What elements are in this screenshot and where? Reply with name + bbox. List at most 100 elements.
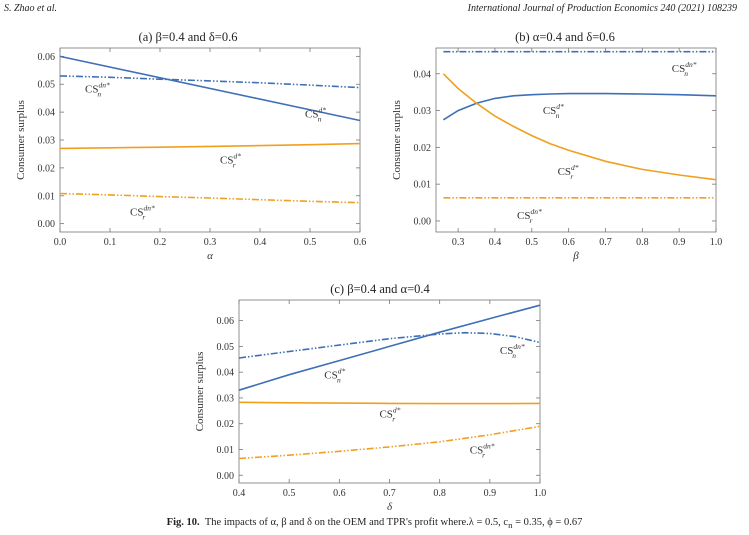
- chart-a-series-3-label-sub: r: [142, 212, 145, 221]
- chart-b-series-3-label-main: CS: [517, 210, 530, 222]
- chart-a-title: (a) β=0.4 and δ=0.6: [138, 30, 238, 44]
- chart-b-xtick-label: 0.9: [673, 237, 686, 248]
- chart-c-ytick-label: 0.06: [217, 316, 235, 327]
- chart-c-xtick-label: 0.4: [233, 488, 246, 499]
- chart-b-ytick-label: 0.02: [414, 143, 432, 154]
- chart-a-ytick-label: 0.04: [38, 108, 56, 119]
- chart-a-xtick-label: 0.0: [54, 237, 67, 248]
- chart-a-series-2-label: CSd* r: [220, 152, 241, 170]
- chart-c-series-1-label: CSdn* n: [500, 342, 525, 360]
- chart-b-series-3-label: CSdn* r: [517, 207, 542, 225]
- chart-b-series-3-label-sub: r: [529, 216, 532, 225]
- chart-a-series-2-line: [59, 142, 361, 150]
- chart-c-ytick-label: 0.01: [217, 445, 235, 456]
- chart-c-series-2-label: CSd* r: [379, 405, 400, 423]
- chart-a-series-3-label: CSdn* r: [130, 203, 155, 221]
- chart-c-series-0-label: CSd* n: [324, 367, 345, 385]
- chart-c-series-0-label-main: CS: [324, 370, 337, 382]
- chart-a-series-0-label: CSd* n: [305, 106, 326, 124]
- chart-a-series-0-line: [59, 55, 361, 122]
- chart-b-series-0-label-main: CS: [543, 105, 556, 117]
- chart-c-series-2-label-main: CS: [379, 408, 392, 420]
- chart-a-y-axis-label: Consumer surplus: [15, 100, 27, 180]
- chart-c-title: (c) β=0.4 and α=0.4: [330, 282, 430, 296]
- chart-c-ytick-label: 0.00: [217, 471, 235, 482]
- chart-b-series-2-label-main: CS: [558, 166, 571, 178]
- chart-c-xtick-label: 0.6: [333, 488, 346, 499]
- chart-a-series-3-line: [59, 192, 361, 204]
- chart-b-series-2-label: CSd* r: [558, 163, 579, 181]
- chart-b-xtick-label: 0.3: [452, 237, 465, 248]
- chart-c-series-3-label-sup: dn*: [483, 441, 495, 450]
- running-header-journal: International Journal of Production Econ…: [467, 3, 737, 14]
- chart-b-y-axis-label: Consumer surplus: [391, 100, 403, 180]
- chart-b-series-3-label-sup: dn*: [531, 207, 543, 216]
- chart-c-series-3-line: [238, 425, 541, 460]
- chart-c-xtick-label: 0.5: [283, 488, 296, 499]
- caption-text-tail: = 0.35, ϕ = 0.67: [512, 517, 583, 528]
- chart-a-xtick-label: 0.3: [204, 237, 217, 248]
- chart-c-ytick-label: 0.02: [217, 419, 235, 430]
- chart-b-ytick-label: 0.00: [414, 216, 432, 227]
- chart-b-series-1-label-sub: n: [684, 69, 688, 78]
- chart-a-series-0-label-main: CS: [305, 109, 318, 121]
- chart-c-series-1-label-sup: dn*: [513, 342, 525, 351]
- chart-a-xtick-label: 0.5: [304, 237, 317, 248]
- chart-a-xtick-label: 0.6: [354, 237, 367, 248]
- running-header-authors: S. Zhao et al.: [4, 3, 58, 14]
- chart-b-frame: [435, 47, 717, 233]
- chart-c-xtick-label: 0.9: [484, 488, 497, 499]
- chart-b-series-1-label-sup: dn*: [685, 60, 697, 69]
- chart-b-xtick-label: 0.8: [636, 237, 649, 248]
- chart-b-series-0-label-sub: n: [556, 111, 560, 120]
- chart-a-x-axis-label: α: [207, 250, 213, 262]
- chart-a-series-0-label-sub: n: [318, 115, 322, 124]
- chart-c-series-3-label: CSdn* r: [470, 441, 495, 459]
- chart-c-ytick-label: 0.03: [217, 393, 235, 404]
- chart-b-xtick-label: 1.0: [710, 237, 723, 248]
- chart-c-ytick-label: 0.05: [217, 342, 235, 353]
- chart-a-ytick-label: 0.01: [38, 191, 56, 202]
- chart-c-series-2-line: [238, 401, 541, 405]
- chart-a-ytick-label: 0.00: [38, 219, 56, 230]
- chart-a-ytick-label: 0.02: [38, 163, 56, 174]
- chart-a-series-1-line: [59, 75, 361, 89]
- chart-b-series-2-label-sup: d*: [571, 163, 579, 172]
- chart-a-xtick-label: 0.4: [254, 237, 267, 248]
- chart-b-series-0-line: [442, 92, 717, 121]
- chart-a-series-1-label: CSdn* n: [85, 81, 110, 99]
- chart-c-x-axis-label: δ: [387, 501, 393, 513]
- chart-a-series-3-label-sup: dn*: [143, 203, 155, 212]
- chart-c-series-1-label-main: CS: [500, 345, 513, 357]
- chart-c-series-3-label-main: CS: [470, 444, 483, 456]
- chart-b-title: (b) α=0.4 and δ=0.6: [515, 30, 615, 44]
- chart-a-series-1-label-sup: dn*: [98, 81, 110, 90]
- chart-a-series-2-label-main: CS: [220, 155, 233, 167]
- chart-c-ytick-label: 0.04: [217, 368, 235, 379]
- chart-c-series-3-label-sub: r: [482, 450, 485, 459]
- chart-c-series-1-line: [238, 331, 541, 359]
- caption-text: The impacts of α, β and δ on the OEM and…: [204, 517, 509, 528]
- chart-a-series-2-label-sup: d*: [233, 152, 241, 161]
- chart-c-xtick-label: 0.8: [433, 488, 446, 499]
- chart-a-series-1-label-sub: n: [97, 90, 101, 99]
- chart-b-series-1-label: CSdn* n: [672, 60, 697, 78]
- chart-b-xtick-label: 0.4: [489, 237, 502, 248]
- chart-a-series-1-label-main: CS: [85, 84, 98, 96]
- chart-a-series-3-label-main: CS: [130, 206, 143, 218]
- chart-b-xtick-label: 0.6: [562, 237, 575, 248]
- chart-b-series-1-label-main: CS: [672, 63, 685, 75]
- chart-c-series-0-label-sub: n: [337, 376, 341, 385]
- chart-b-ytick-label: 0.04: [414, 69, 432, 80]
- chart-a-ytick-label: 0.03: [38, 136, 56, 147]
- chart-c-series-2-label-sup: d*: [393, 405, 401, 414]
- chart-c-series-1-label-sub: n: [512, 351, 516, 360]
- chart-c-series-0-line: [238, 304, 541, 391]
- chart-b-series-0-label: CSd* n: [543, 102, 564, 120]
- chart-b-ytick-label: 0.01: [414, 180, 432, 191]
- chart-a-xtick-label: 0.2: [154, 237, 167, 248]
- caption-label: Fig. 10.: [166, 517, 200, 528]
